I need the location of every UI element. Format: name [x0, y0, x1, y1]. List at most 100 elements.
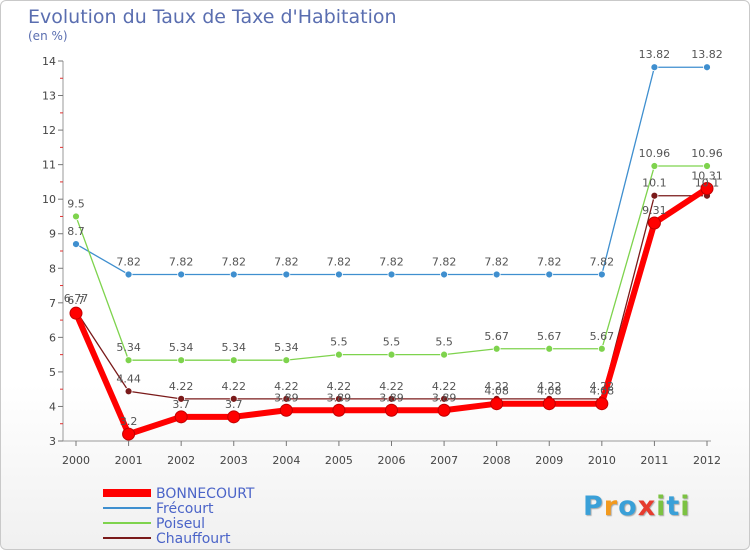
data-label: 7.82 [222, 255, 247, 268]
data-label: 5.34 [274, 341, 299, 354]
x-tick-label: 2007 [430, 454, 458, 467]
data-point [597, 344, 606, 353]
data-label: 8.7 [67, 225, 85, 238]
data-point [335, 270, 343, 279]
data-label: 3.2 [120, 415, 138, 428]
series-line [75, 66, 708, 276]
data-label: 9.5 [67, 197, 85, 210]
legend-label: BONNECOURT [156, 486, 255, 502]
data-label: 4.22 [169, 380, 194, 393]
data-label: 3.89 [379, 391, 404, 404]
data-label: 4.22 [484, 380, 509, 393]
data-point [650, 191, 659, 200]
series-frécourt [72, 63, 711, 279]
data-label: 3.89 [432, 391, 457, 404]
data-point [332, 403, 346, 417]
data-label: 4.08 [484, 385, 509, 398]
data-label: 4.22 [274, 380, 299, 393]
data-point [650, 63, 659, 72]
data-point [124, 387, 133, 396]
data-point [72, 212, 80, 221]
chart-title: Evolution du Taux de Taxe d'Habitation [28, 6, 397, 28]
data-point [335, 394, 343, 403]
data-point [387, 350, 396, 359]
x-tick-label: 2009 [535, 454, 563, 467]
data-label: 5.5 [330, 336, 348, 349]
data-point [282, 356, 291, 365]
y-tick-label: 14 [42, 55, 56, 68]
logo-letter: r [603, 491, 619, 522]
x-tick-label: 2011 [640, 454, 668, 467]
data-label: 7.82 [590, 255, 615, 268]
data-point [385, 403, 398, 417]
x-tick-label: 2004 [272, 454, 300, 467]
data-label: 4.22 [432, 380, 457, 393]
data-point [229, 270, 238, 279]
data-point [650, 162, 659, 170]
data-point [177, 270, 186, 279]
data-label: 9.31 [642, 204, 667, 217]
data-label: 7.82 [537, 255, 562, 268]
data-label: 5.34 [222, 341, 247, 354]
data-label: 4.22 [537, 380, 562, 393]
data-label: 6.7 [67, 294, 85, 307]
logo-letter: i [656, 491, 667, 522]
data-point [177, 394, 186, 403]
logo-letter: x [637, 491, 657, 522]
data-point [440, 350, 448, 359]
data-label: 7.82 [116, 255, 141, 268]
data-label: 7.82 [379, 255, 404, 268]
data-point [490, 397, 504, 411]
data-label: 5.5 [435, 336, 453, 349]
data-label: 7.82 [432, 255, 457, 268]
data-point [229, 356, 238, 365]
y-tick-label: 8 [49, 262, 56, 275]
data-point [545, 344, 554, 353]
data-label: 7.82 [327, 255, 352, 268]
data-point [440, 270, 448, 279]
data-label: 13.82 [691, 48, 723, 61]
y-tick-label: 3 [49, 435, 56, 448]
data-point [437, 403, 451, 417]
data-label: 3.7 [172, 398, 190, 411]
data-point [282, 270, 291, 279]
logo-letter: t [666, 491, 681, 522]
data-label: 5.67 [590, 330, 615, 343]
data-point [387, 394, 396, 403]
data-point [542, 397, 556, 411]
data-point [440, 394, 448, 403]
y-tick-label: 6 [49, 331, 56, 344]
data-point [703, 162, 711, 170]
data-label: 10.1 [695, 177, 720, 190]
proxiti-logo: Proxiti [583, 491, 691, 522]
data-label: 7.82 [169, 255, 194, 268]
data-label: 7.82 [274, 255, 299, 268]
data-point [177, 356, 186, 365]
data-label: 5.5 [383, 336, 401, 349]
data-point [282, 394, 291, 403]
y-tick-label: 11 [42, 159, 56, 172]
logo-letter: i [680, 491, 691, 522]
y-tick-label: 12 [42, 124, 56, 137]
data-point [124, 270, 133, 279]
x-tick-label: 2010 [588, 454, 616, 467]
data-label: 4.22 [222, 380, 247, 393]
x-tick-label: 2003 [220, 454, 248, 467]
y-tick-label: 13 [42, 90, 56, 103]
data-label: 6.77 [64, 292, 89, 305]
data-point [545, 270, 554, 279]
data-point [492, 270, 501, 279]
data-label: 4.08 [590, 385, 615, 398]
data-point [279, 403, 293, 417]
x-tick-label: 2006 [378, 454, 406, 467]
data-label: 4.22 [590, 380, 615, 393]
data-point [700, 181, 714, 195]
data-label: 10.96 [639, 147, 671, 160]
x-tick-label: 2012 [693, 454, 721, 467]
data-point [227, 410, 241, 424]
data-label: 10.31 [691, 169, 723, 182]
data-label: 4.22 [327, 380, 352, 393]
data-point [647, 216, 661, 230]
series-bonnecourt [69, 181, 714, 441]
